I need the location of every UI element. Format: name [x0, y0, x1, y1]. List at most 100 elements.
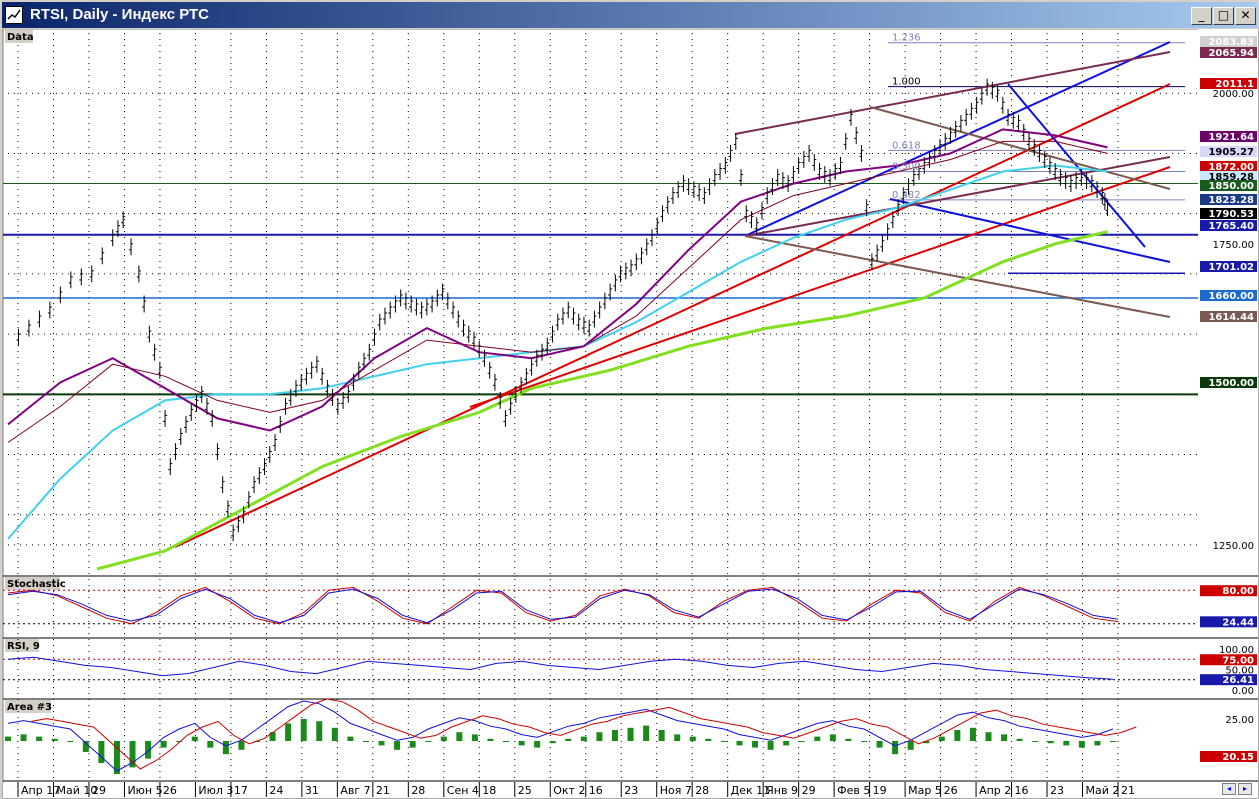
panel-label-box [5, 30, 33, 43]
fib-label: 0.382 [892, 190, 921, 201]
time-tick-label: Июн 5 [127, 784, 162, 797]
price-marker-box [1200, 47, 1257, 58]
time-tick-label: 23 [624, 784, 638, 797]
rsi-tick-label: 0.00 [1232, 686, 1254, 697]
time-tick-label: Май 10 [56, 784, 97, 797]
time-tick-label: Сен 4 [447, 784, 479, 797]
chart-area[interactable]: Data Stochastic RSI, 9 Area #3 1.236 1.00… [0, 29, 1259, 799]
price-marker-label: 1614.44 [1208, 312, 1254, 323]
histogram-bar [518, 741, 525, 746]
histogram-bar [471, 734, 478, 741]
time-axis-bg [3, 782, 1258, 798]
signal-line [31, 698, 1137, 770]
rsi-panel-label: RSI, 9 [7, 641, 40, 652]
time-tick-label: Июл 3 [198, 784, 233, 797]
price-marker-box [1200, 208, 1257, 219]
time-tick-label: 23 [1050, 784, 1064, 797]
trend-line [174, 83, 1171, 548]
histogram-bar [5, 736, 11, 741]
histogram-bar [113, 741, 120, 774]
histogram-bar [1063, 741, 1070, 746]
histogram-bar [720, 741, 727, 742]
histogram-bar [814, 736, 821, 741]
histogram-bar [736, 741, 743, 746]
time-tick-label: 21 [1121, 784, 1135, 797]
histogram-bar [845, 738, 852, 741]
histogram-bar [1078, 741, 1085, 748]
time-tick-label: 31 [305, 784, 319, 797]
trendlines [3, 41, 1198, 548]
window-title: RTSI, Daily - Индекс РТС [30, 6, 210, 23]
histogram-bar [969, 727, 976, 741]
histogram-bar [51, 738, 58, 741]
histogram-bar [238, 741, 245, 750]
time-tick-label: 18 [482, 784, 496, 797]
histogram-bar [20, 734, 27, 741]
area-panel-label: Area #3 [7, 702, 52, 713]
histogram-bar [643, 725, 650, 741]
close-button[interactable]: ✕ [1235, 7, 1256, 25]
time-tick-label: Окт 2 [553, 784, 585, 797]
histogram-bar [300, 719, 307, 741]
price-marker-label: 1701.02 [1208, 262, 1254, 273]
time-tick-label: 28 [695, 784, 709, 797]
histogram-bar [207, 741, 214, 748]
rsi-line [7, 656, 1114, 680]
histogram-bar [876, 741, 883, 748]
price-marker-box [1200, 180, 1257, 191]
time-tick-label: 19 [873, 784, 887, 797]
time-tick-label: Дек 11 [731, 784, 771, 797]
histogram-bar [98, 741, 105, 763]
time-tick-label: Авг 7 [340, 784, 370, 797]
rsi-tick-label: 50.00 [1225, 666, 1254, 677]
histogram-bar [923, 741, 930, 744]
minimize-button[interactable]: _ [1191, 7, 1212, 25]
stochastic-panel-label: Stochastic [7, 579, 66, 590]
histogram-bar [954, 730, 961, 741]
trend-line [1007, 83, 1146, 248]
price-tick-label: 2000.00 [1213, 89, 1254, 100]
rsi-tick-label: 100.00 [1219, 645, 1254, 656]
histogram-bar [1032, 741, 1039, 742]
price-marker-box [1200, 36, 1257, 47]
fib-label: 1.236 [892, 33, 921, 44]
scroll-left-button[interactable]: ◂ [1222, 783, 1236, 795]
time-tick-label: 26 [163, 784, 177, 797]
histogram-bar [1110, 741, 1116, 742]
histogram-bar [82, 741, 89, 752]
price-marker-box [1200, 146, 1257, 157]
histogram-bar [347, 736, 354, 741]
histogram-bar [394, 741, 401, 750]
panel-label-box [5, 700, 51, 713]
histogram-bar [860, 741, 867, 742]
histogram-bar [176, 741, 183, 742]
trend-line [469, 166, 1171, 408]
histogram-bar [752, 741, 759, 748]
trend-line [869, 106, 1171, 190]
histogram-bar [549, 741, 556, 744]
price-marker-label: 1850.00 [1208, 181, 1254, 192]
panel-label-box [5, 577, 60, 590]
price-marker-label: 2065.94 [1208, 48, 1254, 59]
histogram-bar [285, 723, 292, 741]
title-bar[interactable]: RTSI, Daily - Индекс РТС _ □ ✕ [2, 2, 1257, 28]
histogram-bar [1016, 738, 1023, 741]
time-tick-label: 21 [376, 784, 390, 797]
histogram-bar [767, 741, 774, 750]
time-tick-label: Ноя 7 [660, 784, 692, 797]
time-tick-label: Май 2 [1086, 784, 1120, 797]
stochastic-tick-label: 80.00 [1222, 586, 1254, 597]
histogram-bar [331, 727, 338, 741]
stochastic-line [7, 588, 1119, 624]
rsi-marker-box [1200, 654, 1257, 666]
chart-icon [5, 6, 23, 24]
maximize-button[interactable]: □ [1213, 7, 1234, 25]
fib-label: 0.618 [892, 140, 921, 151]
scroll-right-button[interactable]: ▸ [1238, 783, 1252, 795]
time-tick-label: Фев 5 [837, 784, 870, 797]
histogram-bar [145, 741, 152, 759]
price-marker-label: 1500.00 [1208, 378, 1254, 389]
